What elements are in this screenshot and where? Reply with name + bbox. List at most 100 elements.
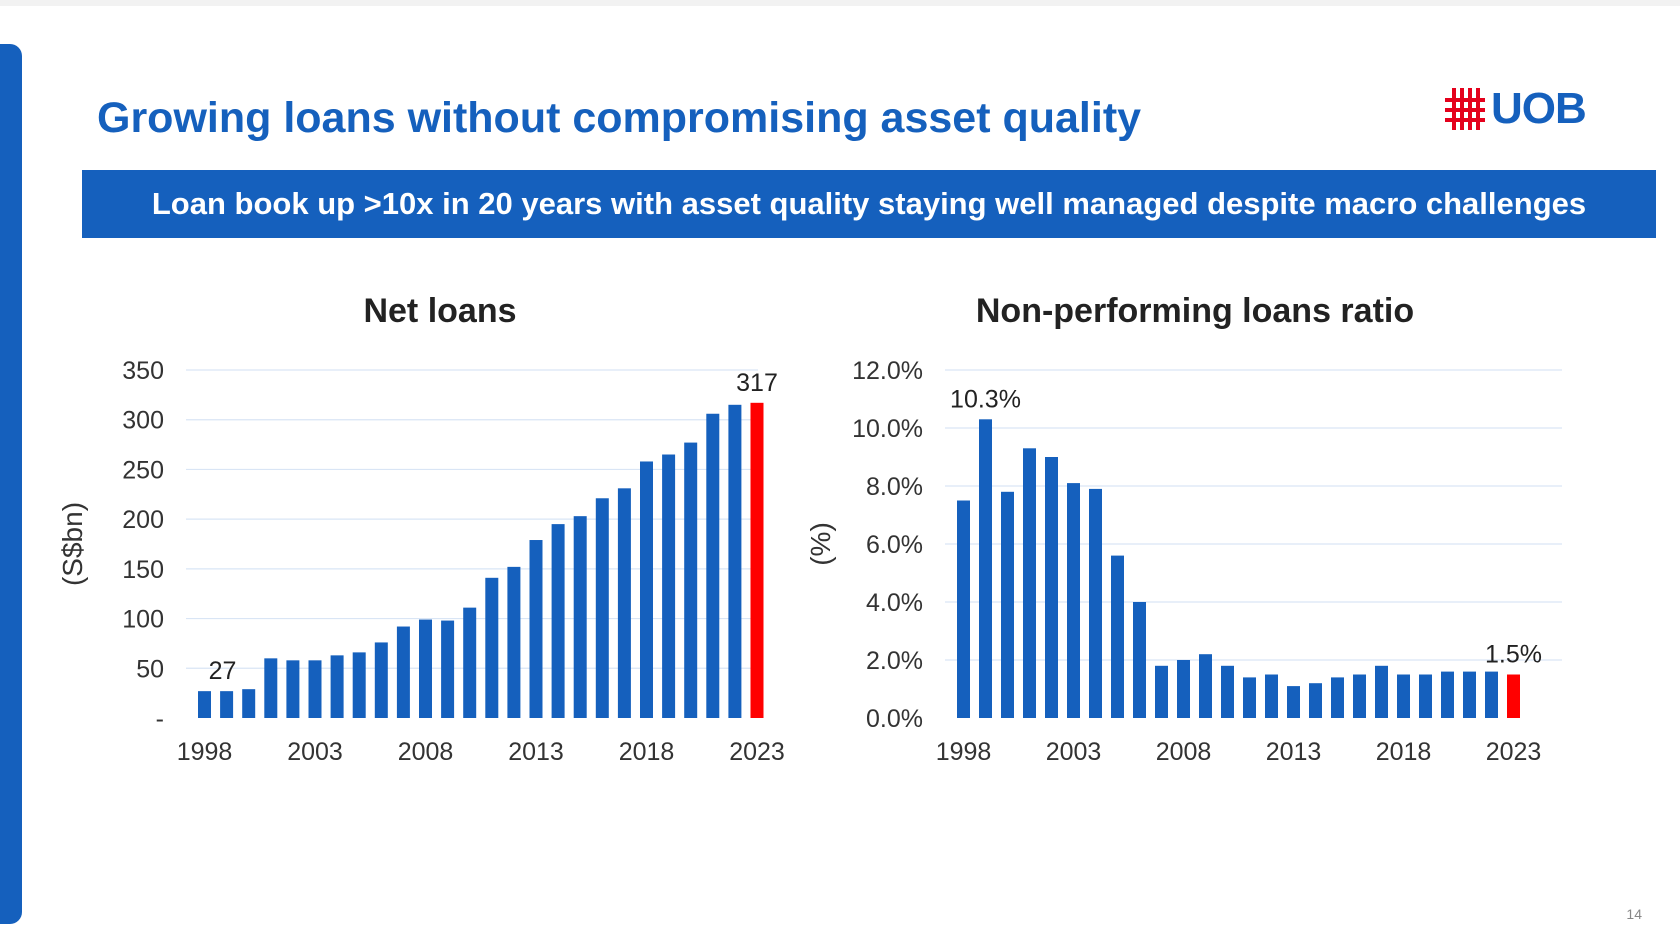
key-message-banner: Loan book up >10x in 20 years with asset… (82, 170, 1656, 238)
y-tick-label: 100 (122, 606, 164, 634)
bar-2009 (1199, 654, 1212, 718)
x-tick-label: 2003 (287, 738, 343, 766)
bar-2020 (684, 442, 698, 718)
bar-2020 (1441, 671, 1454, 718)
bar-2003 (1067, 483, 1080, 718)
y-axis-label: (%) (805, 522, 836, 566)
bar-2001 (1023, 448, 1036, 718)
page-number: 14 (1626, 906, 1642, 922)
data-label: 317 (736, 369, 778, 397)
bar-2006 (374, 642, 388, 718)
y-tick-label: 2.0% (866, 647, 923, 675)
x-tick-label: 2018 (1376, 738, 1432, 766)
bar-2000 (242, 689, 256, 718)
bar-2023 (750, 402, 764, 718)
y-tick-label: 12.0% (852, 357, 923, 385)
bar-2014 (551, 524, 565, 718)
x-tick-label: 2013 (508, 738, 564, 766)
x-tick-label: 1998 (177, 738, 233, 766)
y-tick-label: 350 (122, 357, 164, 385)
y-tick-label: 200 (122, 506, 164, 534)
side-accent-bar (0, 44, 22, 924)
y-tick-label: 10.0% (852, 415, 923, 443)
y-tick-label: 300 (122, 407, 164, 435)
bar-2013 (529, 540, 543, 718)
y-tick-label: 6.0% (866, 531, 923, 559)
x-tick-label: 2008 (1156, 738, 1212, 766)
bar-2016 (595, 498, 609, 718)
bar-2005 (352, 652, 366, 718)
y-axis-label: (S$bn) (57, 502, 88, 586)
bar-2017 (617, 488, 631, 718)
chart-title: Non-performing loans ratio (976, 292, 1414, 330)
bar-1999 (979, 419, 992, 718)
bar-2019 (1419, 674, 1432, 718)
bar-2005 (1111, 555, 1124, 718)
y-tick-label: - (156, 705, 164, 733)
bar-2012 (1265, 674, 1278, 718)
y-tick-label: 4.0% (866, 589, 923, 617)
bar-2007 (1155, 665, 1168, 718)
banner-text: Loan book up >10x in 20 years with asset… (151, 186, 1587, 221)
page-title: Growing loans without compromising asset… (97, 94, 1142, 142)
uob-emblem-icon (1445, 88, 1485, 130)
bar-2018 (1397, 674, 1410, 718)
bar-1998 (957, 500, 970, 718)
y-tick-label: 50 (136, 655, 164, 683)
bar-2015 (573, 516, 587, 718)
chart-title: Net loans (363, 292, 516, 330)
x-tick-label: 2018 (619, 738, 675, 766)
bar-2018 (640, 461, 653, 718)
bar-1999 (220, 691, 234, 718)
bar-2023 (1507, 674, 1520, 718)
npl-ratio-chart-svg: Non-performing loans ratio (%) 0.0% 2.0% 4.0… (805, 292, 1562, 766)
bar-2022 (728, 404, 742, 718)
bar-2009 (441, 620, 455, 718)
bar-2004 (330, 655, 344, 718)
x-tick-label: 2023 (729, 738, 785, 766)
bar-2019 (662, 454, 676, 718)
net-loans-chart-svg: Net loans (S$bn) - 50 100 150 200 250 300 350 1998… (57, 292, 785, 766)
x-tick-label: 2008 (398, 738, 454, 766)
bar-2008 (1177, 660, 1190, 718)
bar-2012 (507, 566, 521, 718)
bar-2003 (308, 660, 322, 718)
bar-2011 (1243, 677, 1256, 718)
bar-2021 (1463, 671, 1476, 718)
bar-2017 (1375, 665, 1388, 718)
bar-2021 (706, 413, 720, 718)
npl-ratio-chart: Non-performing loans ratio (%) 0.0% 2.0% 4.0… (805, 286, 1630, 826)
bar-2010 (1221, 665, 1234, 718)
data-label: 27 (209, 657, 237, 685)
bar-2016 (1353, 674, 1366, 718)
bar-2001 (264, 658, 278, 718)
net-loans-chart: Net loans (S$bn) - 50 100 150 200 250 300 350 1998… (57, 286, 840, 826)
bar-2011 (485, 577, 499, 718)
x-tick-label: 2023 (1486, 738, 1542, 766)
logo-text: UOB (1491, 84, 1587, 133)
x-tick-label: 1998 (936, 738, 992, 766)
x-tick-label: 2013 (1266, 738, 1322, 766)
bar-2015 (1331, 677, 1344, 718)
bar-2022 (1485, 671, 1498, 718)
bar-2008 (419, 619, 432, 718)
y-tick-label: 8.0% (866, 473, 923, 501)
bar-2002 (1045, 457, 1058, 718)
bar-2007 (396, 626, 410, 718)
bar-2010 (463, 607, 477, 718)
y-tick-label: 250 (122, 456, 164, 484)
y-tick-label: 150 (122, 556, 164, 584)
bar-2006 (1133, 602, 1146, 718)
bar-2000 (1001, 491, 1014, 718)
y-tick-label: 0.0% (866, 705, 923, 733)
uob-logo: UOB (1445, 84, 1587, 134)
x-tick-label: 2003 (1046, 738, 1102, 766)
data-label: 10.3% (950, 385, 1021, 413)
bar-1998 (198, 691, 211, 718)
slide: Growing loans without compromising asset… (0, 6, 1680, 950)
bar-2004 (1089, 488, 1102, 718)
bar-2013 (1287, 686, 1300, 718)
bar-2002 (286, 660, 300, 718)
bar-2014 (1309, 683, 1322, 718)
data-label: 1.5% (1485, 641, 1542, 669)
